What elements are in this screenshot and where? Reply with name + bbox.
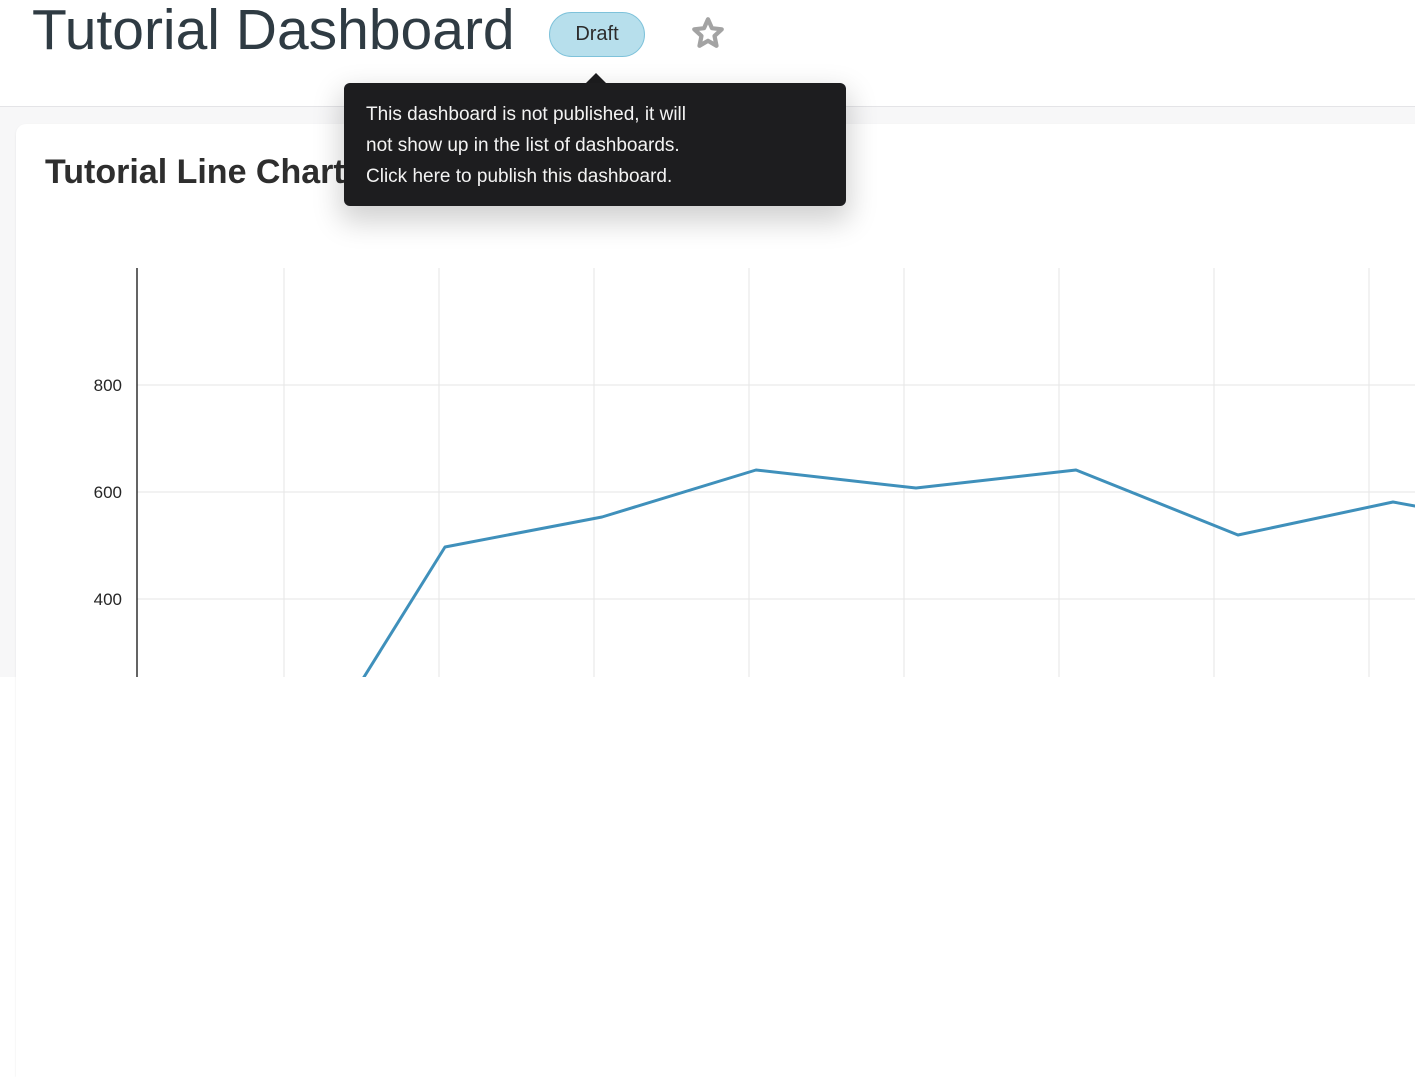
svg-text:400: 400 (94, 590, 122, 609)
svg-text:600: 600 (94, 483, 122, 502)
svg-text:800: 800 (94, 376, 122, 395)
